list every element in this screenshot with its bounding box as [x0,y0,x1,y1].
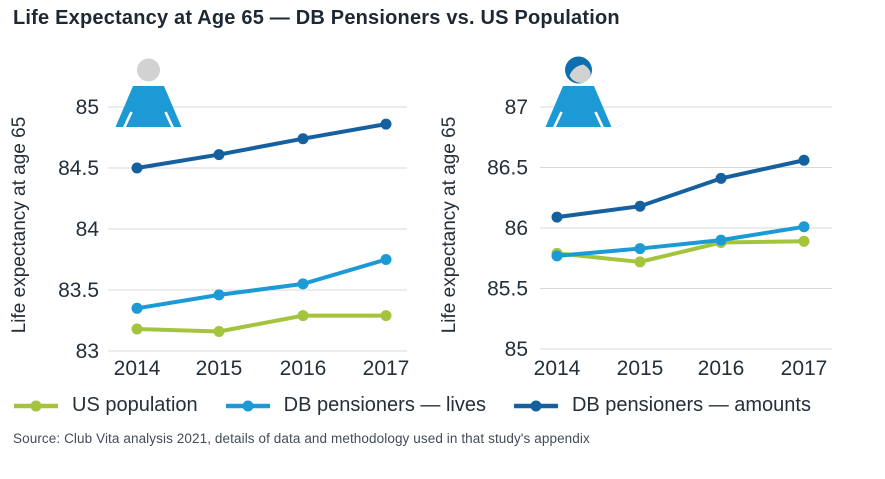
svg-text:2015: 2015 [617,357,664,380]
svg-text:2016: 2016 [698,357,745,380]
svg-text:86.5: 86.5 [487,157,528,180]
chart-title: Life Expectancy at Age 65 — DB Pensioner… [13,7,620,29]
svg-text:2016: 2016 [280,357,327,380]
legend-label: DB pensioners — amounts [571,394,811,416]
svg-text:2017: 2017 [781,357,828,380]
legend-item-us-population: US population [13,394,198,417]
line-dot-swatch-icon [513,400,558,411]
legend-label: DB pensioners — lives [283,394,486,416]
svg-text:84.5: 84.5 [58,157,99,180]
men-y-axis-label: Life expectancy at age 65 [9,117,30,334]
women-x-axis-labels: 2014 2015 2016 2017 [534,357,828,380]
svg-text:84: 84 [76,218,100,241]
women-y-tick-labels: 87 86.5 86 85.5 85 [487,96,528,361]
male-person-icon [115,58,182,129]
svg-text:86: 86 [505,217,528,240]
svg-text:2015: 2015 [196,357,243,380]
svg-text:2014: 2014 [114,357,161,380]
svg-text:85.5: 85.5 [487,278,528,301]
svg-text:85: 85 [505,338,528,361]
source-note: Source: Club Vita analysis 2021, details… [13,431,590,446]
svg-text:83.5: 83.5 [58,279,99,302]
svg-text:87: 87 [505,96,528,119]
line-dot-swatch-icon [14,400,58,411]
men-data-series [131,118,392,337]
svg-text:83: 83 [76,340,99,363]
men-y-tick-labels: 85 84.5 84 83.5 83 [58,96,99,363]
women-y-axis-label: Life expectancy at age 65 [440,117,460,334]
line-dot-swatch-icon [225,400,270,411]
legend-label: US population [72,394,198,416]
men-x-axis-labels: 2014 2015 2016 2017 [114,357,410,380]
women-gridlines [540,106,832,350]
legend-item-db-pensioners-amounts: DB pensioners — amounts [513,394,811,417]
svg-text:85: 85 [76,96,99,119]
female-person-icon [545,56,612,129]
women-data-series [551,154,810,268]
legend: US population DB pensioners — lives DB p… [13,394,811,417]
women-life-expectancy-chart: 87 86.5 86 85.5 85 2014 2015 2016 2017 Life exp… [440,56,832,380]
legend-item-db-pensioners-lives: DB pensioners — lives [225,394,486,417]
men-life-expectancy-chart: 85 84.5 84 83.5 83 2014 2015 2016 2017 Life exp… [9,58,410,380]
svg-text:2017: 2017 [363,357,410,380]
men-gridlines [108,106,407,352]
svg-text:2014: 2014 [534,357,581,380]
